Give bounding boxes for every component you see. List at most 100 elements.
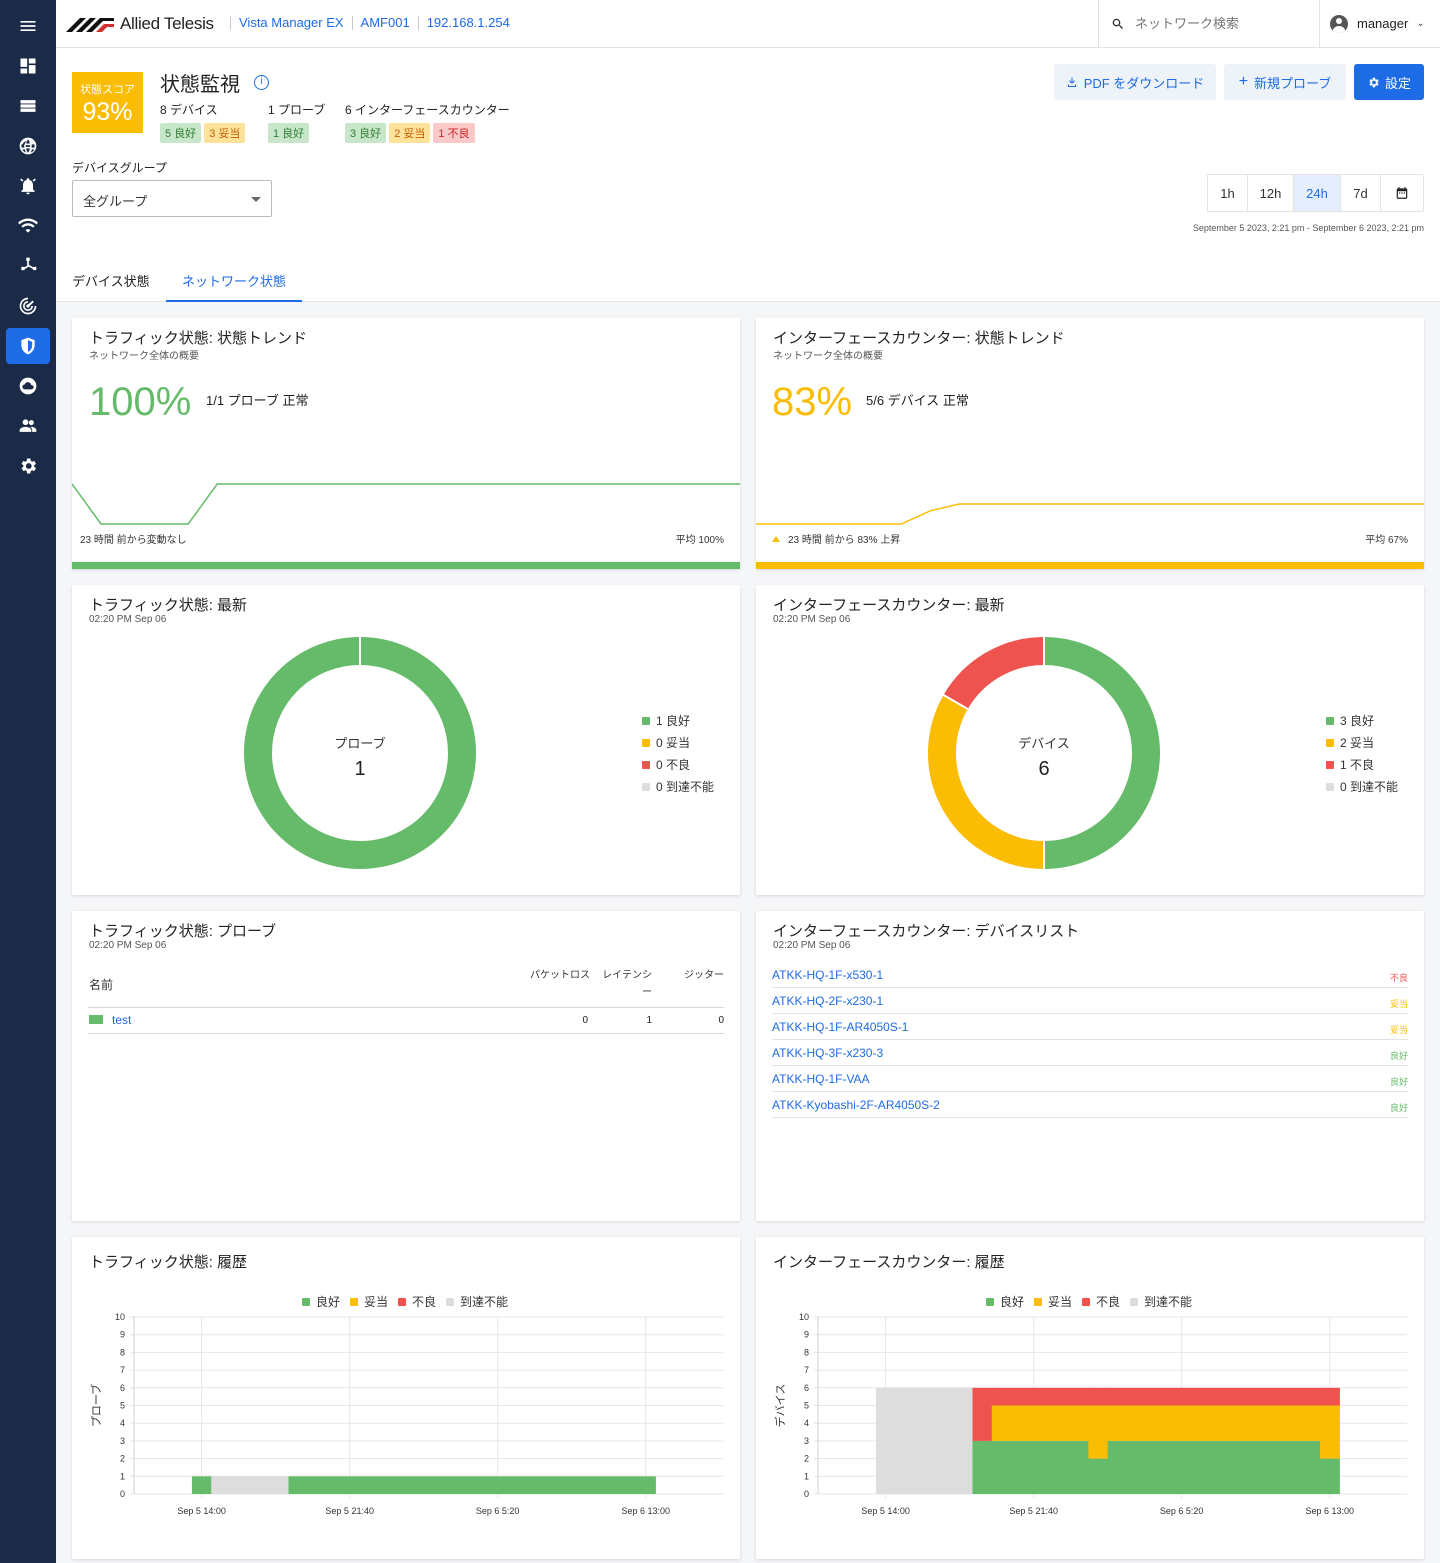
device-summary: 8 デバイス 5 良好 3 妥当 [160, 101, 248, 143]
donut-center-label: デバイス [1018, 736, 1070, 751]
list-item[interactable]: ATKK-HQ-1F-x530-1 不良 [772, 962, 1408, 988]
tab-device-status[interactable]: デバイス状態 [72, 274, 150, 289]
device-link[interactable]: ATKK-Kyobashi-2F-AR4050S-2 [772, 1098, 940, 1112]
legend-unreachable[interactable]: 0 到達不能 [1326, 778, 1398, 795]
security-icon[interactable] [6, 328, 50, 364]
list-item[interactable]: ATKK-Kyobashi-2F-AR4050S-2 良好 [772, 1092, 1408, 1118]
user-menu[interactable]: manager ⌄ [1330, 0, 1425, 47]
device-link[interactable]: ATKK-HQ-2F-x230-1 [772, 994, 884, 1008]
y-tick-label: 8 [120, 1347, 125, 1357]
topology-icon[interactable] [6, 248, 50, 284]
list-item[interactable]: ATKK-HQ-1F-VAA 良好 [772, 1066, 1408, 1092]
main-content: トラフィック状態: 状態トレンド ネットワーク全体の概要 100% 1/1 プロ… [56, 302, 1440, 1563]
legend-unreachable[interactable]: 0 到達不能 [642, 778, 714, 795]
range-24h-button[interactable]: 24h [1294, 175, 1341, 211]
info-icon[interactable]: i [254, 75, 269, 90]
tab-network-status[interactable]: ネットワーク状態 [166, 262, 302, 302]
menu-icon[interactable] [6, 8, 50, 44]
history-legend: 良好 妥当 不良 到達不能 [986, 1293, 1202, 1310]
gear-icon[interactable] [6, 448, 50, 484]
device-status: 不良 [1389, 973, 1408, 983]
cloud-icon[interactable] [6, 368, 50, 404]
users-icon[interactable] [6, 408, 50, 444]
y-tick-label: 2 [120, 1454, 125, 1464]
column-packet-loss[interactable]: パケットロス [530, 970, 590, 981]
column-latency[interactable]: レイテンシー [602, 970, 652, 998]
download-icon [1067, 77, 1076, 87]
time-range-selector: 1h 12h 24h 7d [1207, 174, 1424, 212]
trend-average: 平均 67% [1365, 535, 1408, 546]
x-tick-label: Sep 6 13:00 [621, 1506, 670, 1516]
radar-icon[interactable] [6, 288, 50, 324]
legend-fair[interactable]: 2 妥当 [1326, 734, 1374, 751]
legend-good[interactable]: 1 良好 [642, 712, 690, 729]
caret-down-icon [251, 197, 261, 202]
y-axis-label: プローブ [89, 1384, 103, 1427]
range-7d-button[interactable]: 7d [1341, 175, 1381, 211]
table-row[interactable]: test 0 1 0 [88, 1008, 724, 1034]
card-title: インターフェースカウンター: 履歴 [773, 1254, 1005, 1271]
breadcrumb-amf[interactable]: AMF001 [351, 16, 418, 30]
x-tick-label: Sep 5 21:40 [325, 1506, 374, 1516]
device-link[interactable]: ATKK-HQ-3F-x230-3 [772, 1046, 884, 1060]
card-subtitle: ネットワーク全体の概要 [773, 351, 883, 362]
legend-bad[interactable]: 1 不良 [1326, 756, 1374, 773]
breadcrumb-ip[interactable]: 192.168.1.254 [417, 16, 518, 30]
alarm-icon[interactable] [6, 168, 50, 204]
legend-good[interactable]: 良好 [302, 1293, 340, 1310]
legend-unreachable[interactable]: 到達不能 [446, 1293, 508, 1310]
download-pdf-button[interactable]: PDF をダウンロード [1054, 64, 1216, 100]
legend-unreachable[interactable]: 到達不能 [1130, 1293, 1192, 1310]
calendar-button[interactable] [1381, 175, 1423, 211]
trend-change: 23 時間 前から 83% 上昇 [788, 535, 901, 546]
breadcrumb-app[interactable]: Vista Manager EX [230, 16, 352, 30]
probe-name-link[interactable]: test [112, 1013, 132, 1027]
area-segment-unreachable [211, 1476, 289, 1494]
settings-button[interactable]: 設定 [1354, 64, 1424, 100]
new-probe-button[interactable]: + 新規プローブ [1224, 64, 1346, 100]
top-bar: Allied Telesis Vista Manager EX AMF001 1… [56, 0, 1440, 48]
y-tick-label: 7 [804, 1365, 809, 1375]
trend-percentage: 83% [772, 380, 853, 424]
legend-fair[interactable]: 0 妥当 [642, 734, 690, 751]
legend-bad[interactable]: 0 不良 [642, 756, 690, 773]
device-link[interactable]: ATKK-HQ-1F-VAA [772, 1072, 870, 1086]
list-item[interactable]: ATKK-HQ-3F-x230-3 良好 [772, 1040, 1408, 1066]
y-tick-label: 0 [804, 1489, 809, 1499]
status-bar [72, 562, 740, 569]
device-group-value: 全グループ [83, 194, 148, 209]
list-item[interactable]: ATKK-HQ-2F-x230-1 妥当 [772, 988, 1408, 1014]
trend-note: 5/6 デバイス 正常 [866, 393, 969, 408]
area-segment-bad [1088, 1387, 1109, 1406]
wifi-icon[interactable] [6, 208, 50, 244]
device-link[interactable]: ATKK-HQ-1F-x530-1 [772, 968, 884, 982]
sidebar [0, 0, 56, 1563]
jitter-value: 0 [718, 1015, 724, 1026]
search-icon[interactable] [1111, 17, 1125, 31]
legend-fair[interactable]: 妥当 [350, 1293, 388, 1310]
y-tick-label: 7 [120, 1365, 125, 1375]
range-1h-button[interactable]: 1h [1208, 175, 1248, 211]
legend-good[interactable]: 良好 [986, 1293, 1024, 1310]
search-input[interactable] [1135, 16, 1305, 31]
y-tick-label: 3 [120, 1436, 125, 1446]
legend-bad[interactable]: 不良 [398, 1293, 436, 1310]
y-tick-label: 3 [804, 1436, 809, 1446]
brand-logo[interactable]: Allied Telesis [66, 14, 214, 34]
legend-fair[interactable]: 妥当 [1034, 1293, 1072, 1310]
device-status: 妥当 [1389, 999, 1408, 1009]
legend-bad[interactable]: 不良 [1082, 1293, 1120, 1310]
column-name[interactable]: 名前 [89, 978, 114, 992]
y-tick-label: 6 [804, 1383, 809, 1393]
status-badge-fair: 2 妥当 [389, 123, 431, 143]
dashboard-icon[interactable] [6, 48, 50, 84]
device-group-select[interactable]: 全グループ [72, 180, 272, 217]
legend-good[interactable]: 3 良好 [1326, 712, 1374, 729]
list-icon[interactable] [6, 88, 50, 124]
column-jitter[interactable]: ジッター [684, 970, 724, 981]
device-link[interactable]: ATKK-HQ-1F-AR4050S-1 [772, 1020, 909, 1034]
globe-icon[interactable] [6, 128, 50, 164]
range-12h-button[interactable]: 12h [1248, 175, 1294, 211]
area-segment-bad [1320, 1387, 1340, 1406]
list-item[interactable]: ATKK-HQ-1F-AR4050S-1 妥当 [772, 1014, 1408, 1040]
